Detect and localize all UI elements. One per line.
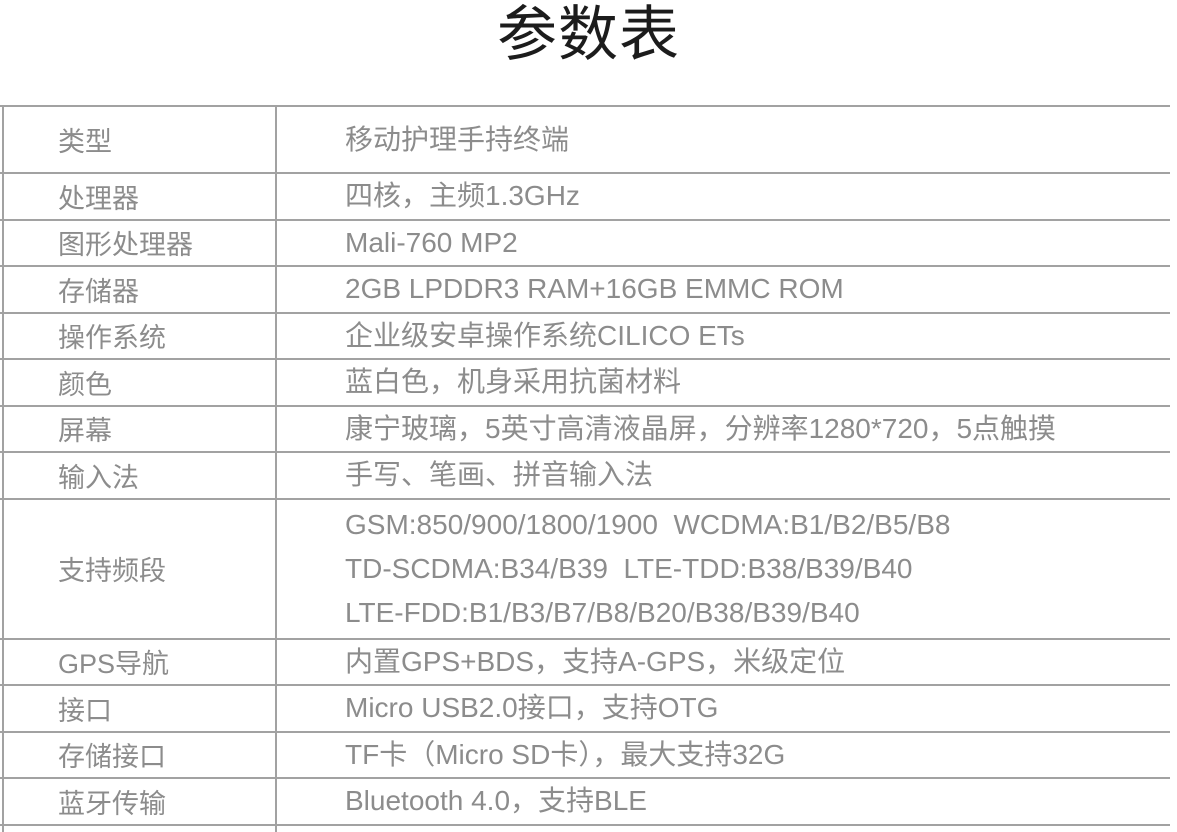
- table-row: 屏幕 康宁玻璃，5英寸高清液晶屏，分辨率1280*720，5点触摸: [0, 407, 1170, 453]
- spec-value-line: Micro USB2.0接口，支持OTG: [345, 692, 719, 724]
- table-row: GPS导航 内置GPS+BDS，支持A-GPS，米级定位: [0, 640, 1170, 686]
- table-row: 类型 移动护理手持终端: [0, 107, 1170, 174]
- spec-value: 康宁玻璃，5英寸高清液晶屏，分辨率1280*720，5点触摸: [275, 407, 1170, 452]
- table-row: 存储器 2GB LPDDR3 RAM+16GB EMMC ROM: [0, 267, 1170, 314]
- spec-value: 移动护理手持终端: [275, 107, 1170, 172]
- spec-label: 存储接口: [58, 742, 166, 773]
- spec-label: 类型: [58, 127, 112, 157]
- spec-table: 类型 移动护理手持终端处理器 四核，主频1.3GHz 图形处理器 Mali-760 MP…: [0, 105, 1170, 826]
- spec-value-line: 手写、笔画、拼音输入法: [345, 459, 654, 491]
- spec-label: 接口: [58, 695, 112, 726]
- table-row: 颜色 蓝白色，机身采用抗菌材料: [0, 360, 1170, 407]
- spec-value: 手写、笔画、拼音输入法: [275, 453, 1170, 498]
- spec-value-line: 康宁玻璃，5英寸高清液晶屏，分辨率1280*720，5点触摸: [345, 412, 1057, 444]
- spec-label: GPS导航: [58, 649, 170, 680]
- spec-value-line: Mali-760 MP2: [345, 226, 518, 258]
- spec-label: 屏幕: [58, 416, 112, 447]
- spec-value-line: 企业级安卓操作系统CILICO ETs: [345, 319, 745, 351]
- spec-label: 输入法: [58, 462, 139, 493]
- spec-label: 操作系统: [58, 323, 166, 354]
- spec-value-line: 四核，主频1.3GHz: [345, 180, 580, 212]
- table-row: 存储接口 TF卡（Micro SD卡），最大支持32G: [0, 733, 1170, 779]
- spec-value-line: 2GB LPDDR3 RAM+16GB EMMC ROM: [345, 273, 844, 305]
- spec-value-line: GSM:850/900/1800/1900 WCDMA:B1/B2/B5/B8: [345, 508, 951, 540]
- spec-value-line: 内置GPS+BDS，支持A-GPS，米级定位: [345, 645, 846, 677]
- table-row: 处理器 四核，主频1.3GHz: [0, 174, 1170, 221]
- spec-value: Bluetooth 4.0，支持BLE: [275, 779, 1170, 824]
- spec-value: 蓝白色，机身采用抗菌材料: [275, 360, 1170, 405]
- spec-value-line: LTE-FDD:B1/B3/B7/B8/B20/B38/B39/B40: [345, 596, 860, 628]
- table-row: 操作系统 企业级安卓操作系统CILICO ETs: [0, 314, 1170, 360]
- table-column-divider: [275, 105, 277, 832]
- spec-value: GSM:850/900/1800/1900 WCDMA:B1/B2/B5/B8 T…: [275, 500, 1170, 638]
- table-left-border: [2, 105, 4, 832]
- page-title: 参数表: [497, 1, 680, 68]
- spec-value: Mali-760 MP2: [275, 221, 1170, 266]
- spec-label: 图形处理器: [58, 230, 193, 261]
- spec-value-line: 蓝白色，机身采用抗菌材料: [345, 366, 682, 398]
- spec-label: 存储器: [58, 276, 139, 307]
- spec-value: 企业级安卓操作系统CILICO ETs: [275, 314, 1170, 359]
- spec-value-line: 移动护理手持终端: [345, 123, 570, 155]
- spec-value: 内置GPS+BDS，支持A-GPS，米级定位: [275, 640, 1170, 685]
- spec-label: 处理器: [58, 183, 139, 214]
- spec-value-line: TF卡（Micro SD卡），最大支持32G: [345, 738, 786, 770]
- spec-value-line: Bluetooth 4.0，支持BLE: [345, 785, 647, 817]
- table-row: 图形处理器 Mali-760 MP2: [0, 221, 1170, 267]
- spec-label: 蓝牙传输: [58, 788, 166, 819]
- table-row: 支持频段 GSM:850/900/1800/1900 WCDMA:B1/B2/B5…: [0, 500, 1170, 640]
- spec-value: 2GB LPDDR3 RAM+16GB EMMC ROM: [275, 267, 1170, 312]
- spec-value: Micro USB2.0接口，支持OTG: [275, 686, 1170, 731]
- table-row: 接口 Micro USB2.0接口，支持OTG: [0, 686, 1170, 733]
- spec-label: 支持频段: [58, 556, 166, 586]
- spec-value-line: TD-SCDMA:B34/B39 LTE-TDD:B38/B39/B40: [345, 552, 913, 584]
- spec-label: 颜色: [58, 369, 112, 400]
- table-row: 输入法 手写、笔画、拼音输入法: [0, 453, 1170, 500]
- spec-value: TF卡（Micro SD卡），最大支持32G: [275, 733, 1170, 778]
- spec-value: 四核，主频1.3GHz: [275, 174, 1170, 219]
- table-row: 蓝牙传输 Bluetooth 4.0，支持BLE: [0, 779, 1170, 826]
